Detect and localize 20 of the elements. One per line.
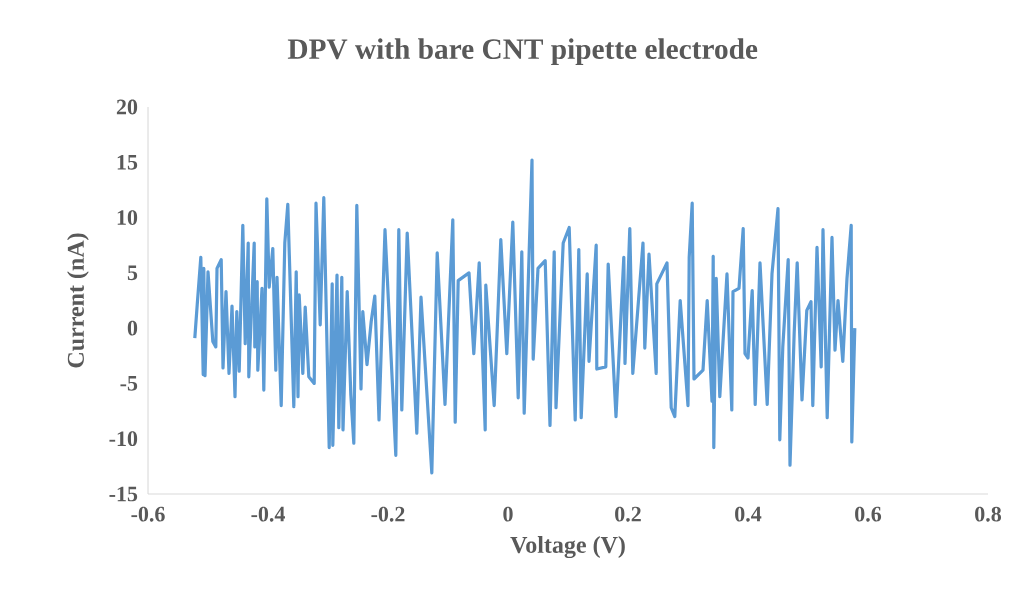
x-tick-label: 0.2 — [615, 506, 641, 522]
y-axis-title: Current (nA) — [67, 233, 89, 368]
x-tick-label: 0 — [503, 506, 513, 522]
x-axis-title: Voltage (V) — [510, 536, 625, 559]
y-tick-label: -5 — [120, 376, 138, 391]
x-tick-label: 0.6 — [855, 506, 882, 522]
x-tick-label: -0.2 — [371, 506, 405, 522]
y-tick-label: 10 — [117, 210, 138, 225]
y-tick-label: -15 — [109, 486, 138, 502]
y-tick-label: -10 — [109, 431, 138, 447]
x-tick-label: 0.8 — [975, 506, 1002, 522]
x-tick-label: 0.4 — [735, 506, 762, 522]
y-tick-label: 20 — [116, 99, 138, 115]
y-tick-label: 5 — [127, 265, 138, 281]
x-tick-label: -0.4 — [251, 506, 285, 522]
y-tick-label: 0 — [127, 320, 138, 336]
x-tick-label: -0.6 — [131, 506, 165, 522]
chart-title: DPV with bare CNT pipette electrode — [287, 38, 758, 65]
y-tick-label: 15 — [117, 154, 138, 170]
line-series — [193, 158, 857, 475]
